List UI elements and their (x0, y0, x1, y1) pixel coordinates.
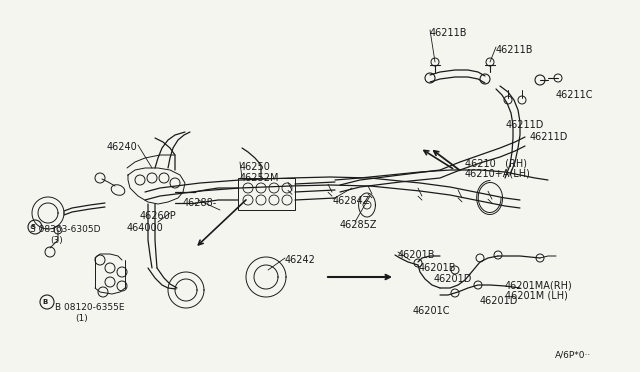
Text: S: S (31, 224, 35, 230)
Text: 46211D: 46211D (506, 120, 545, 130)
Text: A/6P*0··: A/6P*0·· (555, 350, 591, 359)
Text: (1): (1) (75, 314, 88, 323)
Text: 46211B: 46211B (430, 28, 467, 38)
Text: 46201C: 46201C (413, 306, 451, 316)
Text: 46210   (RH): 46210 (RH) (465, 158, 527, 168)
Text: 46210+A(LH): 46210+A(LH) (465, 169, 531, 179)
Text: B: B (42, 299, 47, 305)
Text: 46201B: 46201B (419, 263, 456, 273)
Text: 46201MA(RH): 46201MA(RH) (505, 280, 573, 290)
Text: B 08120-6355E: B 08120-6355E (55, 303, 125, 312)
Text: 46288-: 46288- (183, 198, 217, 208)
Text: 46284Z: 46284Z (333, 196, 371, 206)
Text: 46211B: 46211B (496, 45, 534, 55)
Text: 46201D: 46201D (480, 296, 518, 306)
Text: 46242: 46242 (285, 255, 316, 265)
Text: 46285Z: 46285Z (340, 220, 378, 230)
Text: 46250: 46250 (240, 162, 271, 172)
Text: 464000: 464000 (127, 223, 164, 233)
Text: 46211C: 46211C (556, 90, 593, 100)
Text: 46201D: 46201D (434, 274, 472, 284)
Text: S 08363-6305D: S 08363-6305D (30, 225, 100, 234)
Text: 46211D: 46211D (530, 132, 568, 142)
Text: 46240: 46240 (107, 142, 138, 152)
Text: (3): (3) (50, 236, 63, 245)
Text: 46260P: 46260P (140, 211, 177, 221)
Text: 46252M: 46252M (240, 173, 280, 183)
Text: 46201M (LH): 46201M (LH) (505, 291, 568, 301)
Text: 46201B: 46201B (398, 250, 435, 260)
